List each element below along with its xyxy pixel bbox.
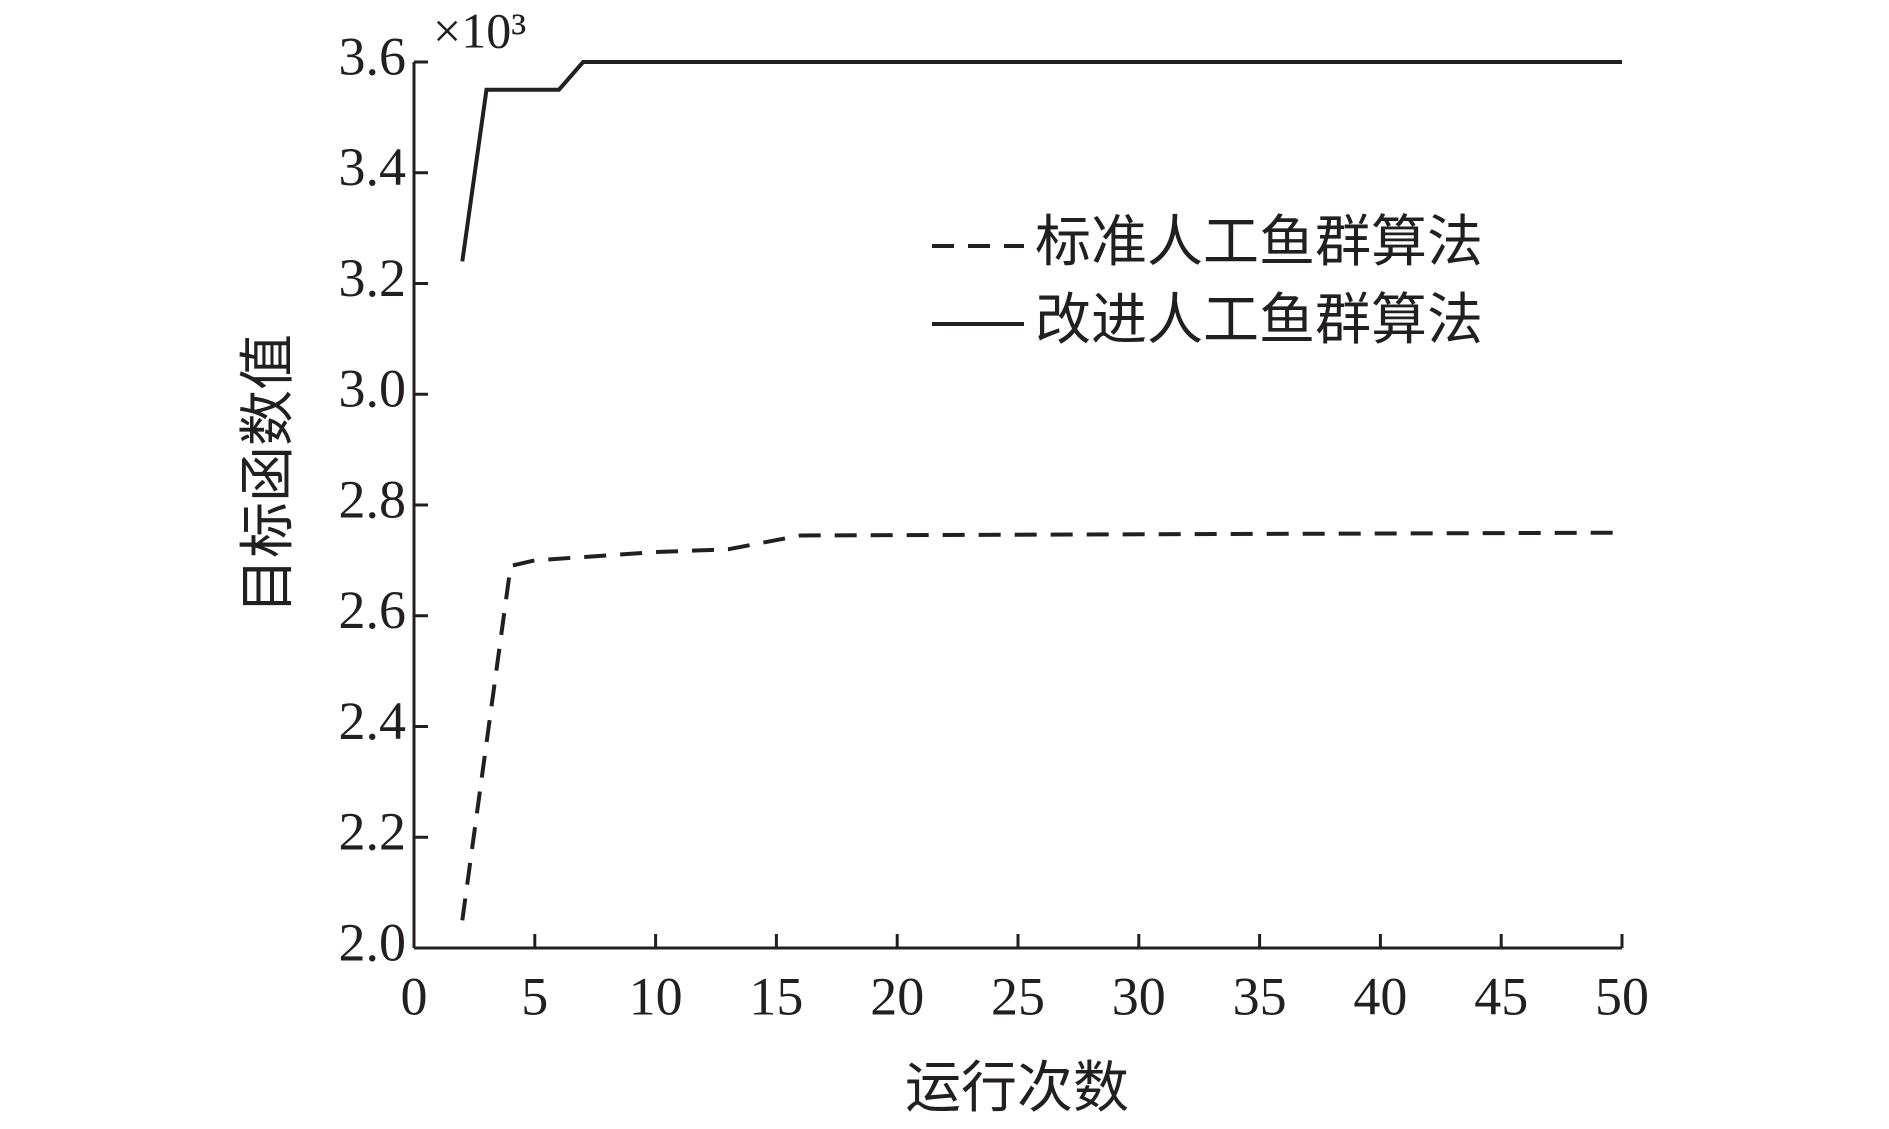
x-axis-label: 运行次数	[905, 1056, 1129, 1121]
series-line	[460, 60, 1622, 262]
legend-label: 改进人工鱼群算法	[1035, 288, 1483, 353]
x-tick-label: 15	[749, 966, 803, 1026]
x-tick-label: 45	[1474, 966, 1528, 1026]
y-tick-label: 3.0	[339, 359, 407, 419]
y-axis-label: 目标函数值	[236, 334, 301, 614]
y-tick-label: 3.4	[339, 137, 407, 197]
y-tick-label: 2.6	[339, 580, 407, 640]
x-tick-label: 5	[521, 966, 548, 1026]
x-tick-label: 30	[1112, 966, 1166, 1026]
x-tick-label: 35	[1233, 966, 1287, 1026]
series-line	[460, 530, 1623, 921]
y-tick-label: 3.2	[339, 248, 407, 308]
y-tick-label: 3.6	[339, 26, 407, 86]
y-tick-label: 2.4	[339, 691, 407, 751]
x-tick-label: 25	[991, 966, 1045, 1026]
x-tick-label: 40	[1353, 966, 1407, 1026]
legend-label: 标准人工鱼群算法	[1035, 210, 1483, 275]
y-tick-label: 2.8	[339, 469, 407, 529]
x-tick-label: 0	[401, 966, 428, 1026]
x-tick-label: 10	[629, 966, 683, 1026]
x-tick-label: 20	[870, 966, 924, 1026]
y-tick-label: 2.2	[339, 802, 407, 862]
x-tick-label: 50	[1595, 966, 1649, 1026]
y-multiplier: ×10³	[433, 2, 526, 58]
y-tick-label: 2.0	[339, 912, 407, 972]
